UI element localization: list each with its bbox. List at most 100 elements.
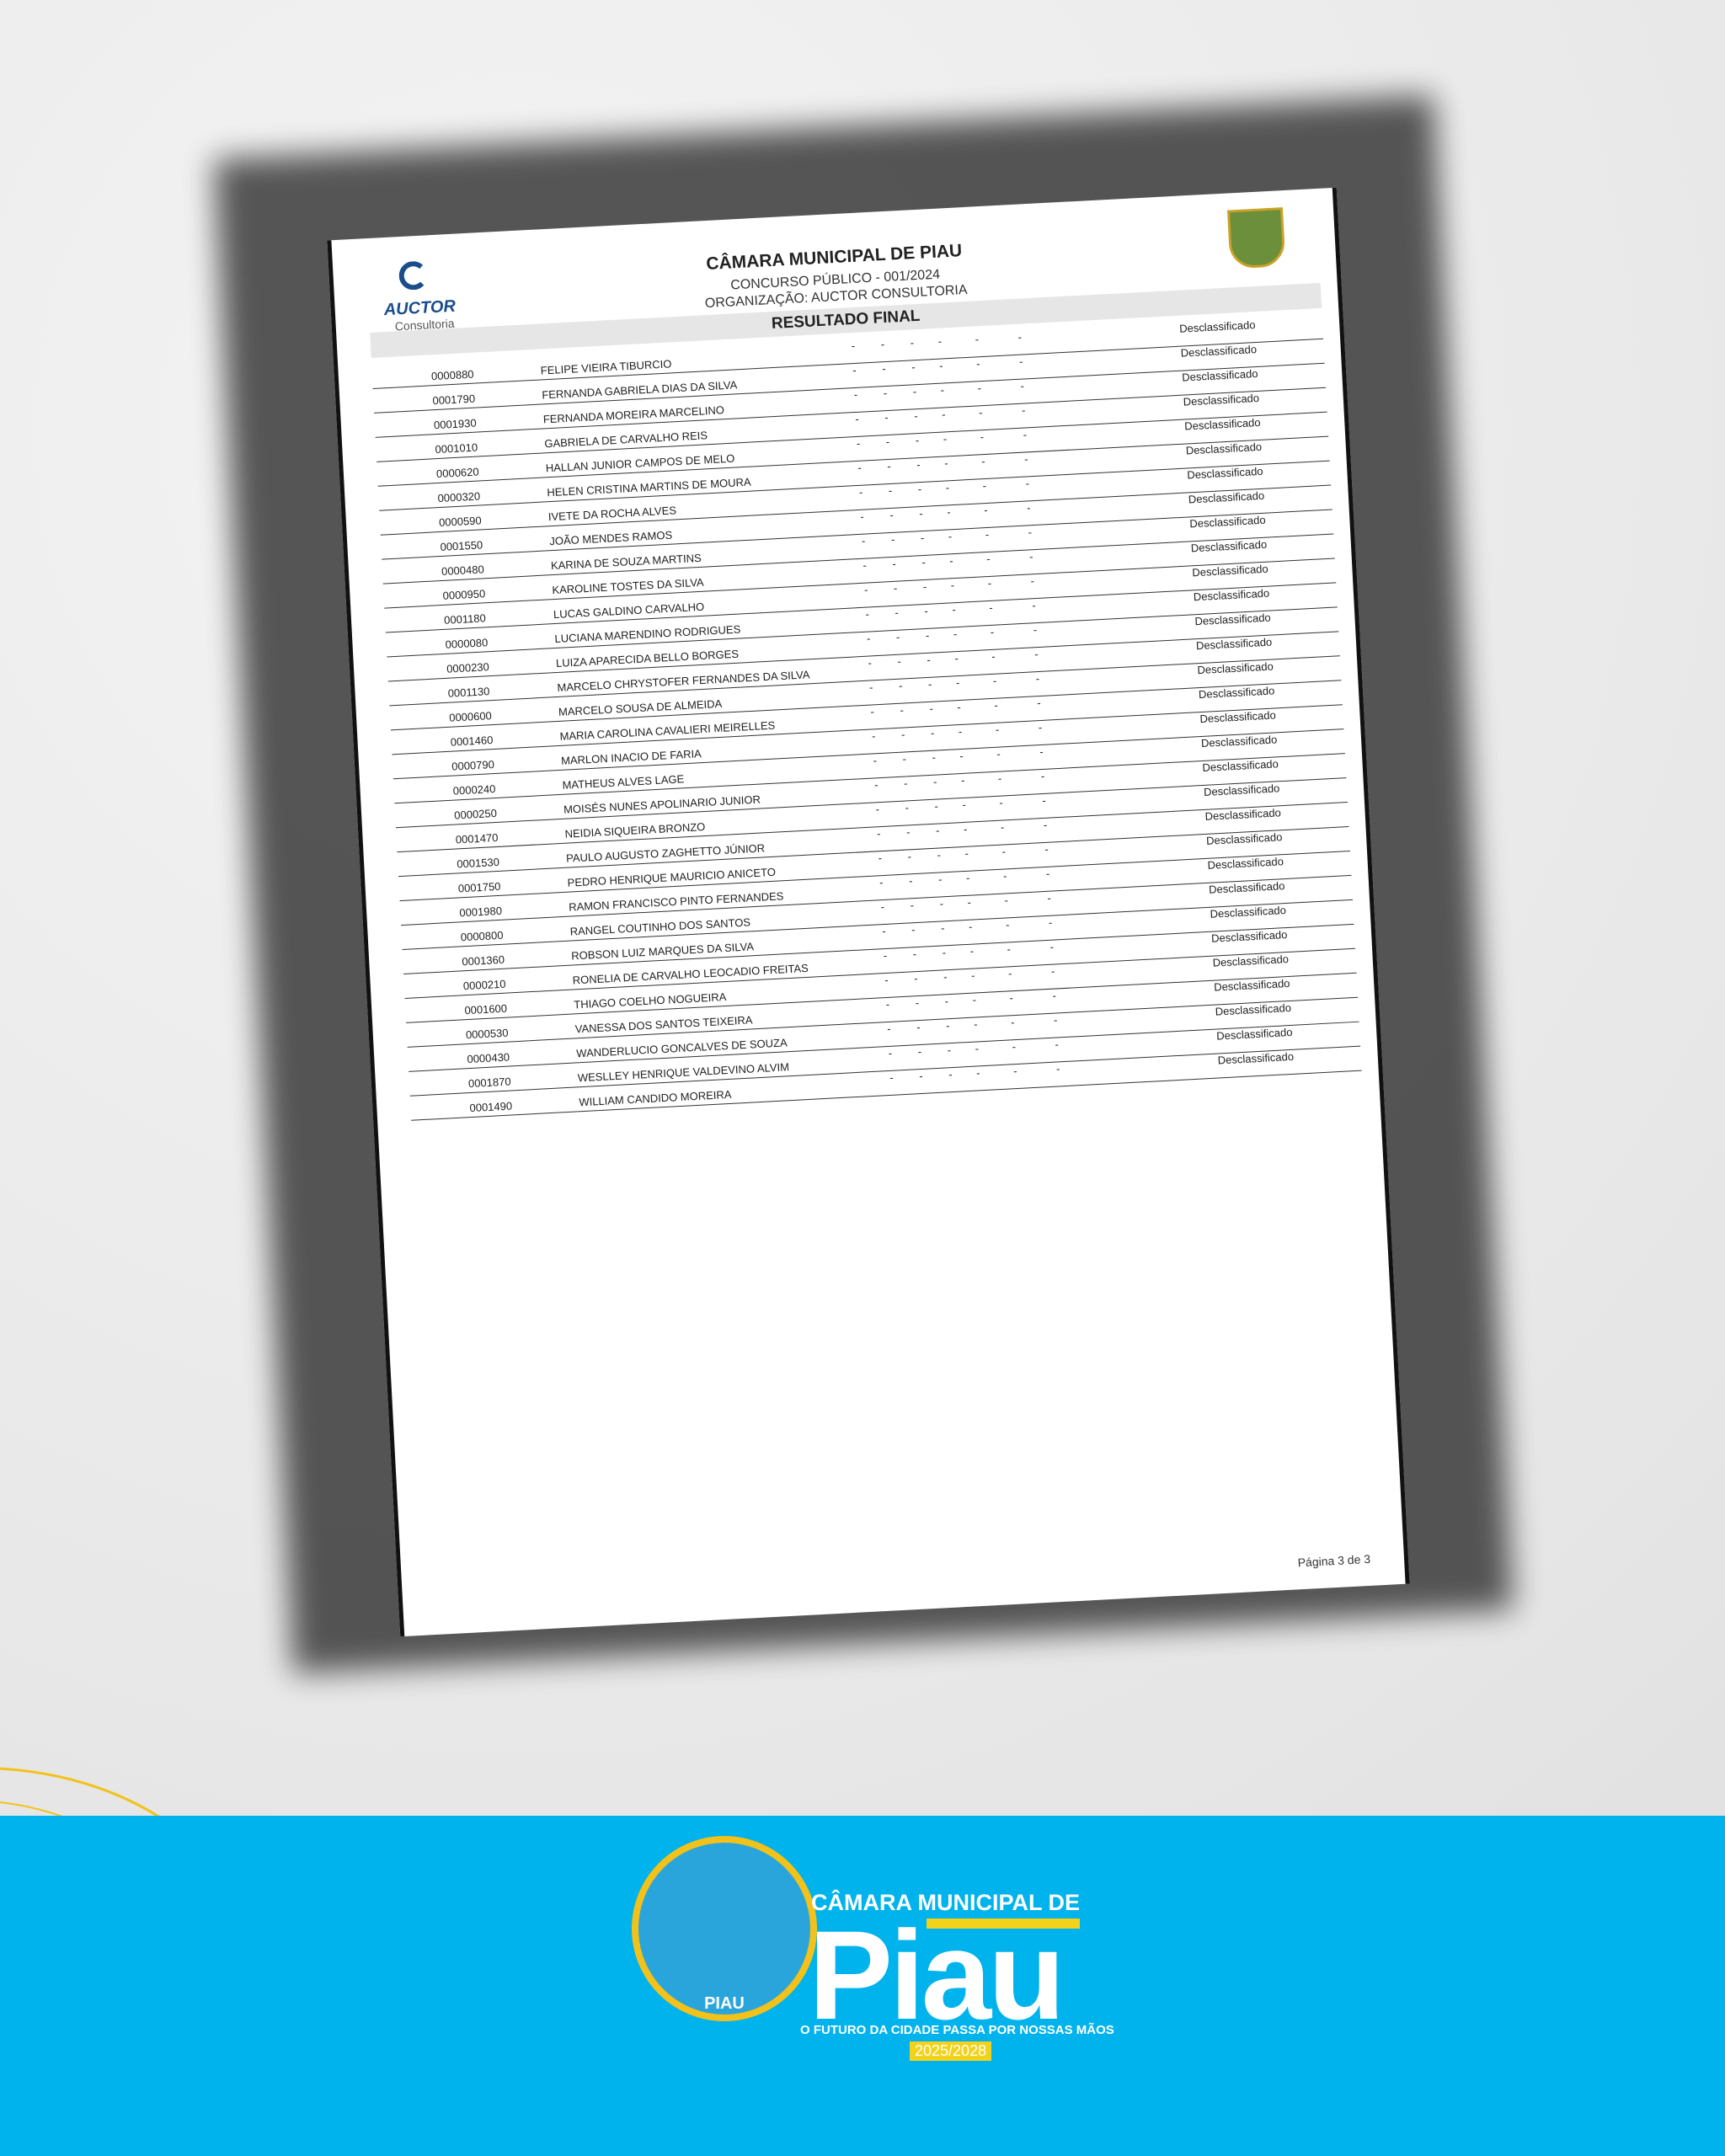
- score: -: [964, 846, 969, 860]
- score: -: [889, 1070, 895, 1084]
- score: -: [853, 387, 858, 402]
- score: -: [953, 652, 959, 665]
- score: -: [948, 554, 954, 568]
- score: -: [1050, 964, 1055, 978]
- candidate-code: 0001550: [440, 538, 483, 554]
- score: -: [985, 552, 991, 566]
- banner-name: Piau: [809, 1904, 1065, 2046]
- candidate-code: 0001750: [457, 879, 501, 895]
- score: -: [1001, 845, 1007, 858]
- score: -: [927, 677, 932, 691]
- score: -: [880, 900, 885, 914]
- score: -: [932, 775, 937, 788]
- score: -: [988, 600, 994, 614]
- candidate-code: 0000480: [441, 563, 485, 578]
- candidate-code: 0000530: [465, 1026, 509, 1042]
- score: -: [945, 481, 950, 494]
- score: -: [997, 771, 1002, 785]
- score: -: [863, 583, 868, 596]
- score: -: [978, 406, 983, 419]
- score: -: [948, 530, 953, 543]
- score: -: [892, 557, 897, 570]
- score: -: [1004, 894, 1009, 907]
- score: -: [945, 1019, 950, 1033]
- score: -: [1055, 1038, 1060, 1051]
- score: -: [1049, 940, 1055, 953]
- candidate-code: 0000590: [438, 514, 483, 530]
- score: -: [969, 944, 975, 958]
- score: -: [982, 478, 987, 493]
- score: -: [1028, 526, 1033, 539]
- score: -: [930, 726, 935, 739]
- score: -: [1039, 744, 1044, 759]
- candidate-code: 0000800: [460, 928, 504, 944]
- score: -: [960, 773, 965, 787]
- score: -: [1012, 1065, 1017, 1078]
- score: -: [995, 723, 1000, 736]
- candidate-code: 0000620: [435, 465, 480, 481]
- banner-line: [927, 1919, 1080, 1929]
- score: -: [938, 359, 943, 372]
- score: -: [866, 632, 871, 645]
- score: -: [987, 576, 992, 590]
- score: -: [918, 1069, 923, 1083]
- score: -: [968, 920, 973, 933]
- score: -: [885, 997, 890, 1011]
- score: -: [940, 383, 945, 397]
- score: -: [939, 897, 944, 910]
- score: -: [1018, 355, 1023, 368]
- score: -: [992, 674, 997, 687]
- candidate-status: Desclassificado: [1178, 318, 1256, 335]
- score: -: [1033, 623, 1038, 637]
- score: -: [916, 1020, 921, 1034]
- score: -: [893, 581, 898, 595]
- score: -: [905, 825, 911, 839]
- score: -: [929, 702, 934, 715]
- score: -: [1052, 989, 1057, 1002]
- score: -: [1043, 818, 1048, 831]
- score: -: [900, 703, 905, 717]
- score: -: [890, 532, 895, 546]
- score: -: [878, 851, 883, 865]
- score: -: [880, 338, 885, 351]
- score: -: [881, 362, 886, 376]
- score: -: [913, 409, 918, 423]
- score: -: [865, 607, 870, 621]
- score: -: [1033, 648, 1039, 661]
- score: -: [999, 796, 1004, 809]
- score: -: [1047, 891, 1052, 905]
- candidate-code: 0001460: [450, 734, 494, 749]
- score: -: [937, 848, 942, 862]
- score: -: [975, 357, 980, 371]
- candidate-code: 0001600: [464, 1001, 508, 1017]
- score: -: [942, 946, 947, 959]
- score: -: [963, 822, 968, 835]
- score: -: [985, 527, 990, 542]
- score: -: [948, 1068, 953, 1081]
- score: -: [934, 799, 939, 813]
- score: -: [879, 876, 884, 889]
- score: -: [873, 778, 879, 792]
- score: -: [917, 483, 922, 496]
- score: -: [858, 485, 863, 499]
- score: -: [947, 1043, 952, 1057]
- score: -: [1007, 967, 1012, 980]
- score: -: [959, 749, 964, 763]
- score: -: [972, 993, 977, 1006]
- score: -: [1010, 1016, 1015, 1029]
- score: -: [957, 700, 962, 714]
- score: -: [973, 1017, 978, 1031]
- candidate-code: 0000950: [442, 587, 486, 602]
- score: -: [902, 752, 907, 766]
- score: -: [911, 923, 916, 937]
- score: -: [975, 1042, 980, 1055]
- score: -: [958, 724, 963, 739]
- candidate-code: 0000230: [446, 660, 490, 675]
- score: -: [885, 435, 890, 449]
- banner-tagline: O FUTURO DA CIDADE PASSA POR NOSSAS MÃOS: [800, 2023, 1114, 2037]
- candidate-code: 0001980: [458, 904, 503, 920]
- score: -: [953, 627, 958, 641]
- score: -: [884, 973, 889, 987]
- score: -: [883, 387, 888, 400]
